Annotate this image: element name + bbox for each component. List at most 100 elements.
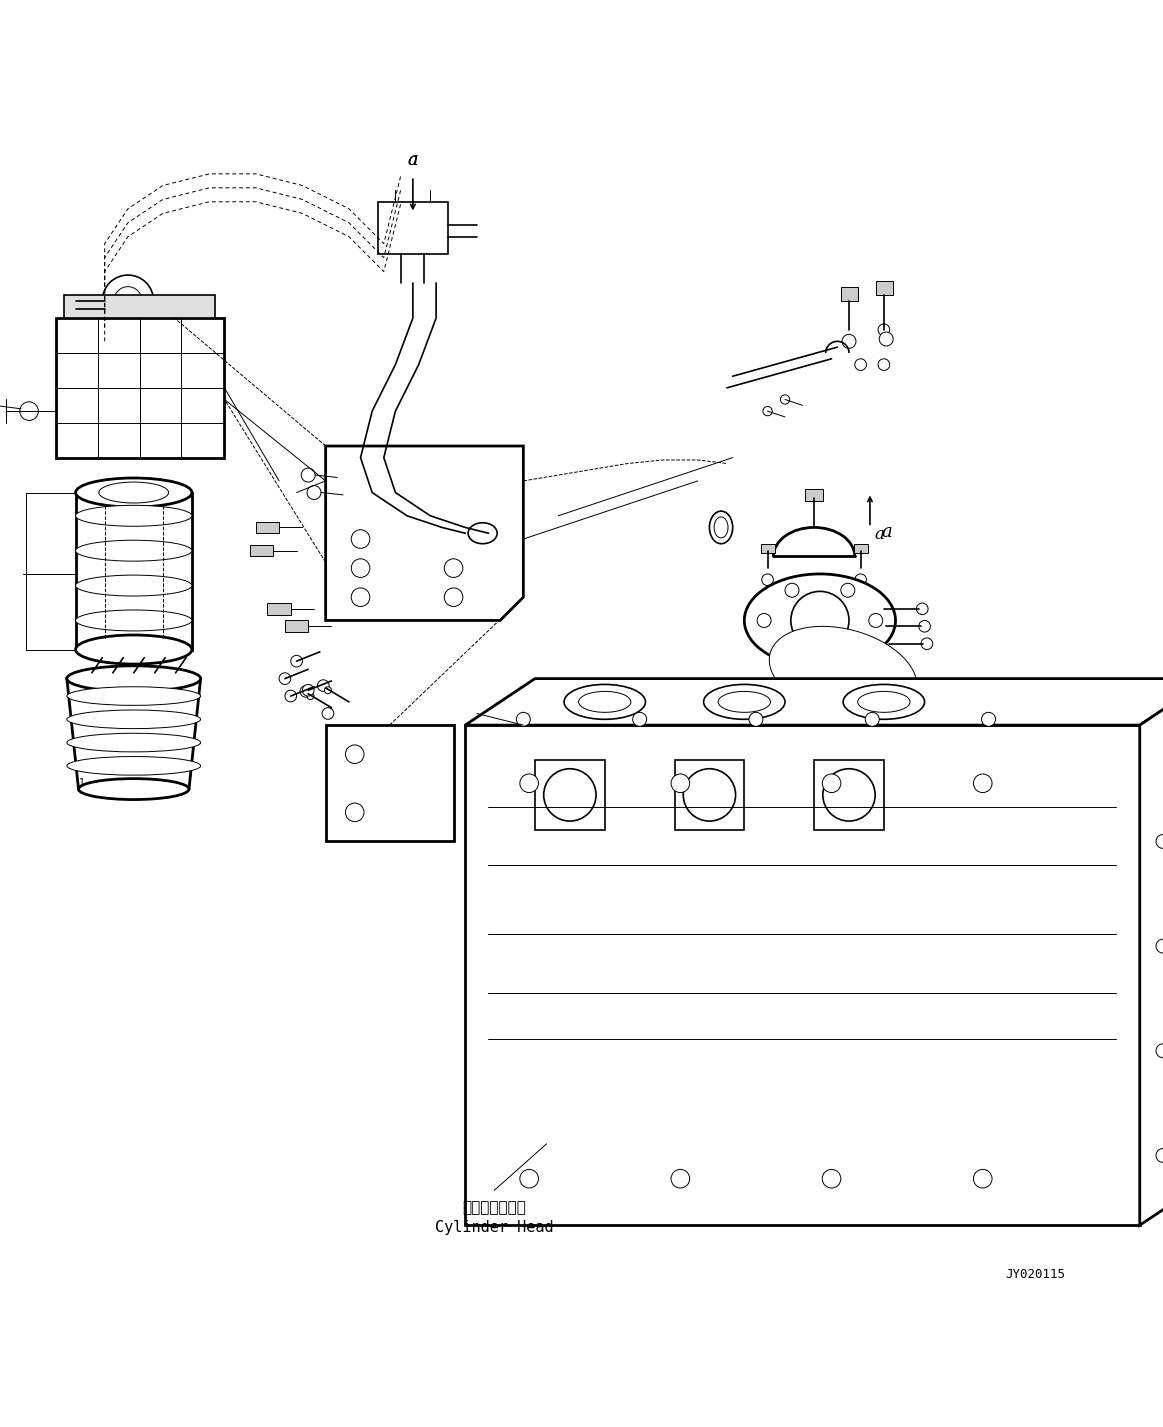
Bar [805,489,823,501]
Ellipse shape [76,478,192,507]
Circle shape [841,584,855,598]
Ellipse shape [67,711,201,729]
Polygon shape [1140,679,1163,1226]
Circle shape [869,614,883,628]
Circle shape [878,358,890,371]
Bar [64,295,215,318]
Polygon shape [465,679,1163,725]
Bar [256,522,279,534]
Circle shape [302,685,314,696]
Circle shape [1156,835,1163,849]
Circle shape [20,402,38,421]
Circle shape [345,745,364,763]
Circle shape [791,591,849,649]
Ellipse shape [543,769,597,821]
Circle shape [855,358,866,371]
Ellipse shape [76,541,192,561]
Bar [876,281,893,295]
Text: 1: 1 [78,778,85,788]
Circle shape [291,655,302,666]
Circle shape [351,529,370,548]
Ellipse shape [769,626,918,719]
Bar [267,604,291,615]
Circle shape [822,773,841,792]
Text: JY020115: JY020115 [1005,1267,1065,1280]
Ellipse shape [99,482,169,502]
Bar [761,544,775,554]
Ellipse shape [67,733,201,752]
Circle shape [785,644,799,658]
Circle shape [671,1169,690,1189]
Bar [378,201,448,254]
Circle shape [916,604,928,615]
Circle shape [763,407,772,415]
Text: Cylinder Head: Cylinder Head [435,1220,554,1234]
Circle shape [878,324,890,335]
Ellipse shape [704,685,785,719]
Circle shape [444,588,463,606]
Circle shape [324,686,331,694]
Ellipse shape [843,685,925,719]
Bar [250,545,273,557]
Circle shape [919,621,930,632]
Circle shape [841,644,855,658]
Circle shape [973,1169,992,1189]
Circle shape [757,614,771,628]
Circle shape [307,692,314,699]
Polygon shape [67,679,201,789]
Circle shape [520,1169,538,1189]
Ellipse shape [709,511,733,544]
Ellipse shape [67,666,201,692]
Ellipse shape [719,692,771,712]
Circle shape [842,334,856,348]
Ellipse shape [79,779,188,799]
Circle shape [516,712,530,726]
Circle shape [301,468,315,482]
Circle shape [520,773,538,792]
Ellipse shape [76,575,192,596]
Ellipse shape [76,609,192,631]
Bar [76,492,192,649]
Circle shape [307,485,321,499]
Circle shape [822,1169,841,1189]
Circle shape [780,395,790,404]
Bar [814,761,884,829]
Circle shape [351,559,370,578]
Ellipse shape [579,692,630,712]
Text: シリンダヘッド: シリンダヘッド [463,1200,526,1216]
Circle shape [1156,1149,1163,1163]
Polygon shape [326,725,454,842]
Ellipse shape [858,692,909,712]
Ellipse shape [823,769,876,821]
Polygon shape [326,447,523,621]
Ellipse shape [67,756,201,775]
Circle shape [1156,1043,1163,1057]
Bar [854,544,868,554]
Ellipse shape [714,517,728,538]
Circle shape [279,672,291,685]
Text: a: a [875,527,884,542]
Circle shape [879,332,893,345]
Text: a: a [408,153,418,170]
Circle shape [345,803,364,822]
Ellipse shape [76,505,192,527]
Circle shape [317,679,329,692]
Ellipse shape [76,635,192,664]
Ellipse shape [67,686,201,705]
Circle shape [749,712,763,726]
Circle shape [762,574,773,585]
Bar [841,287,858,301]
Circle shape [285,691,297,702]
Circle shape [300,685,312,698]
Circle shape [671,773,690,792]
Circle shape [444,559,463,578]
Circle shape [633,712,647,726]
Ellipse shape [468,522,498,544]
Circle shape [102,275,154,327]
Text: a: a [407,151,419,170]
Text: a: a [882,524,892,541]
Circle shape [322,708,334,719]
Circle shape [785,584,799,598]
Bar [56,318,224,458]
Ellipse shape [564,685,645,719]
